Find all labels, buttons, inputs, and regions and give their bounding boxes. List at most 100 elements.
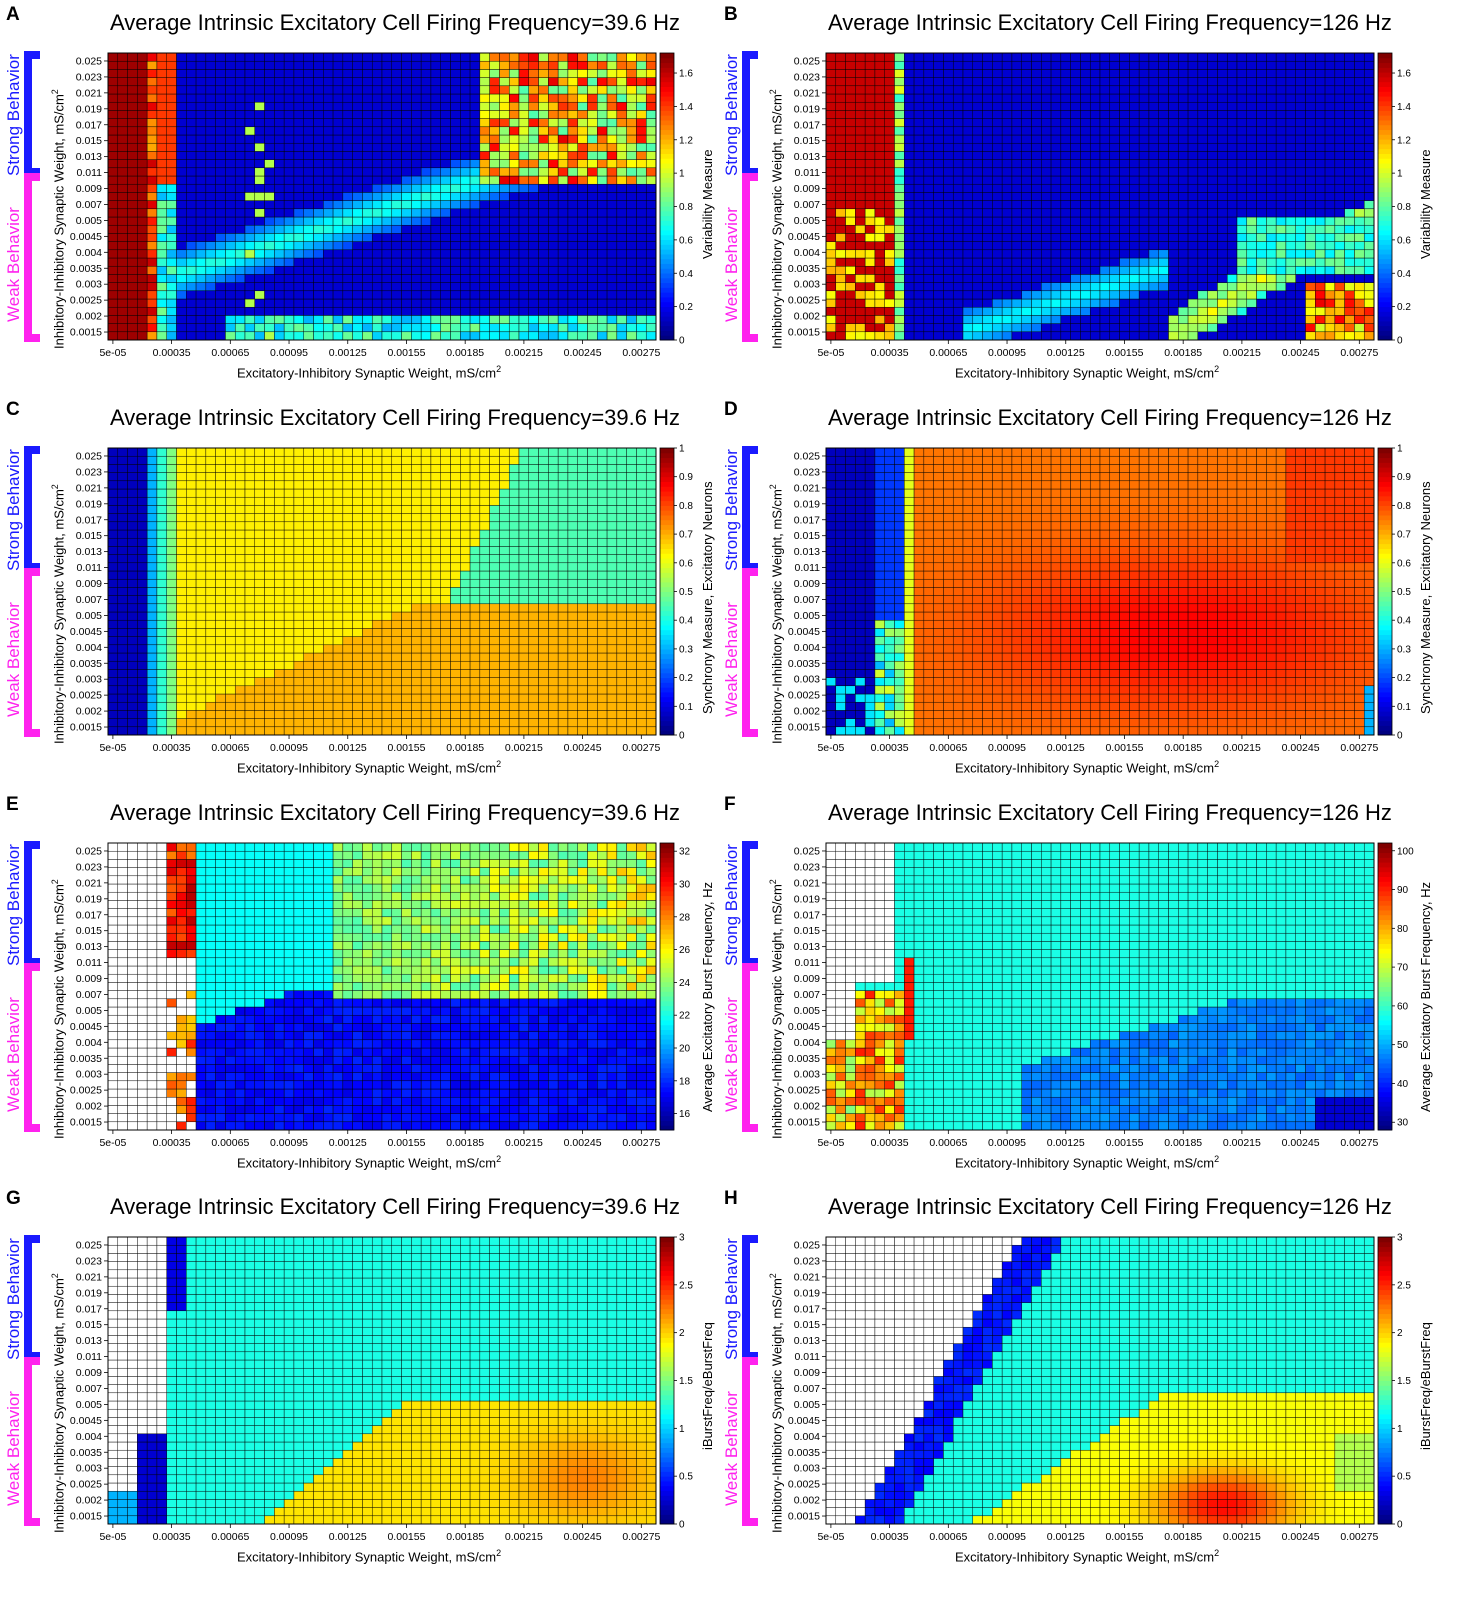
heatmap-cell — [440, 224, 451, 234]
heatmap-cell — [1236, 167, 1248, 177]
heatmap-cell — [479, 142, 490, 152]
colorbar-swatch — [660, 325, 674, 331]
heatmap-cell — [1187, 224, 1199, 234]
heatmap-cell — [943, 265, 954, 275]
heatmap-cell — [864, 200, 876, 210]
heatmap-cell — [430, 192, 441, 201]
heatmap-cell — [460, 126, 471, 136]
heatmap-cell — [450, 216, 461, 226]
heatmap-cell — [913, 306, 925, 316]
heatmap-cell — [460, 306, 471, 316]
heatmap-cell — [1363, 208, 1375, 218]
heatmap-cell — [1226, 118, 1238, 128]
heatmap-cell — [489, 118, 500, 128]
heatmap-cell — [137, 175, 148, 185]
heatmap-cell — [1011, 167, 1022, 177]
heatmap-cell — [913, 142, 925, 152]
heatmap-cell — [195, 701, 207, 711]
heatmap-cell — [616, 77, 627, 87]
heatmap-cell — [1080, 85, 1091, 95]
heatmap-cell — [1256, 134, 1267, 144]
heatmap-cell — [274, 167, 285, 177]
heatmap-cell — [274, 241, 285, 251]
heatmap-cell — [1363, 60, 1375, 70]
heatmap-cell — [244, 241, 256, 251]
heatmap-cell — [1285, 101, 1296, 111]
heatmap-cell — [166, 241, 177, 251]
heatmap-cell — [274, 52, 285, 62]
heatmap-cell — [430, 315, 441, 324]
heatmap-cell — [1236, 315, 1248, 324]
heatmap-cell — [933, 315, 944, 324]
heatmap-cell — [469, 151, 481, 160]
heatmap-cell — [176, 521, 187, 531]
heatmap-cell — [283, 685, 295, 695]
heatmap-cell — [557, 101, 569, 111]
heatmap-cell — [460, 208, 471, 218]
heatmap-cell — [933, 323, 944, 333]
heatmap-cell — [1119, 126, 1130, 136]
heatmap-cell — [117, 562, 128, 572]
heatmap-cell — [1119, 175, 1130, 185]
heatmap-cell — [430, 200, 441, 210]
heatmap-cell — [933, 298, 944, 308]
heatmap-cell — [884, 110, 895, 119]
heatmap-cell — [1246, 85, 1257, 95]
heatmap-cell — [195, 669, 207, 678]
heatmap-cell — [1315, 216, 1326, 226]
heatmap-cell — [352, 216, 363, 226]
heatmap-cell — [1001, 241, 1013, 251]
heatmap-cell — [1178, 216, 1189, 226]
heatmap-cell — [107, 233, 119, 242]
heatmap-cell — [440, 298, 451, 308]
heatmap-cell — [205, 200, 216, 210]
heatmap-cell — [489, 200, 500, 210]
heatmap-cell — [127, 447, 138, 457]
heatmap-cell — [166, 455, 177, 465]
heatmap-cell — [1344, 257, 1355, 267]
heatmap-cell — [972, 167, 983, 177]
heatmap-cell — [894, 298, 905, 308]
plot-frame — [825, 52, 1375, 341]
heatmap-cell — [186, 464, 197, 473]
heatmap-cell — [913, 167, 925, 177]
heatmap-cell — [127, 77, 138, 87]
heatmap-cell — [1187, 159, 1199, 169]
heatmap-cell — [616, 274, 627, 283]
heatmap-cell — [1354, 323, 1365, 333]
heatmap-cell — [401, 331, 412, 341]
heatmap-cell — [215, 619, 226, 629]
heatmap-cell — [323, 159, 334, 169]
heatmap-cell — [205, 101, 216, 111]
heatmap-cell — [1178, 224, 1189, 234]
heatmap-cell — [557, 110, 569, 119]
heatmap-cell — [1158, 200, 1169, 210]
heatmap-cell — [166, 101, 177, 111]
heatmap-cell — [1324, 52, 1336, 62]
heatmap-cell — [303, 644, 314, 654]
heatmap-cell — [864, 224, 876, 234]
heatmap-cell — [205, 701, 216, 711]
heatmap-cell — [166, 77, 177, 87]
heatmap-cell — [146, 726, 158, 736]
heatmap-cell — [117, 660, 128, 670]
heatmap-cell — [1197, 208, 1208, 218]
heatmap-cell — [1099, 126, 1111, 136]
heatmap-cell — [1031, 101, 1042, 111]
heatmap-cell — [254, 224, 265, 234]
heatmap-cell — [1246, 323, 1257, 333]
heatmap-cell — [855, 69, 866, 78]
heatmap-cell — [215, 660, 226, 670]
heatmap-cell — [645, 110, 657, 119]
heatmap-cell — [293, 677, 304, 687]
heatmap-cell — [1089, 77, 1101, 87]
heatmap-cell — [283, 101, 295, 111]
heatmap-cell — [1021, 249, 1032, 259]
heatmap-cell — [293, 693, 304, 703]
heatmap-cell — [557, 265, 569, 275]
heatmap-cell — [1236, 290, 1248, 300]
heatmap-cell — [845, 175, 856, 185]
heatmap-cell — [371, 142, 383, 152]
heatmap-cell — [205, 192, 216, 201]
heatmap-cell — [186, 554, 197, 564]
